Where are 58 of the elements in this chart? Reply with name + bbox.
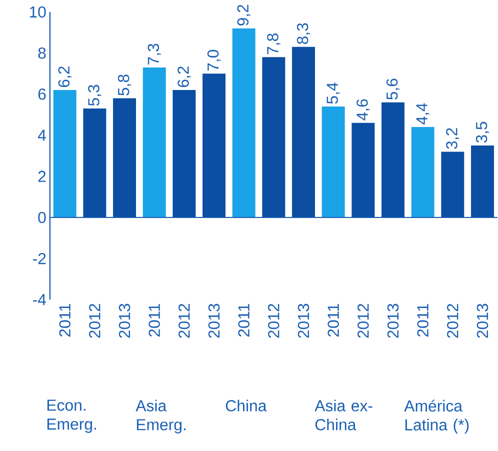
bar bbox=[352, 122, 375, 218]
y-tick-label: 6 bbox=[38, 88, 46, 100]
text: Asia ex-China bbox=[314, 400, 372, 430]
bar bbox=[172, 90, 196, 218]
data-label: 8,3 bbox=[296, 23, 310, 44]
data-label: 7,8 bbox=[267, 33, 280, 54]
bar bbox=[382, 102, 404, 218]
y-tick-label: -4 bbox=[32, 294, 46, 305]
x-tick-label: 2012 bbox=[178, 304, 190, 338]
data-label: 4,4 bbox=[416, 102, 430, 124]
x-tick-label: 2013 bbox=[476, 304, 488, 338]
bar bbox=[202, 73, 226, 218]
x-tick-label: 2012 bbox=[358, 304, 369, 338]
text: América Latina (*) bbox=[404, 400, 469, 434]
data-label: 4,6 bbox=[356, 99, 370, 120]
data-label: 7,0 bbox=[207, 50, 221, 70]
x-tick-label: 2012 bbox=[89, 304, 100, 338]
bar bbox=[142, 67, 166, 218]
bar bbox=[113, 98, 136, 218]
data-label: 5,3 bbox=[88, 84, 102, 106]
y-tick-label: 4 bbox=[38, 130, 46, 141]
x-tick-label: 2013 bbox=[387, 304, 399, 338]
x-tick-label: 2012 bbox=[268, 304, 280, 338]
text: Econ. Emerg. bbox=[47, 399, 96, 433]
y-tick-label: 0 bbox=[38, 212, 46, 223]
data-label: 9,2 bbox=[237, 4, 250, 26]
x-tick-label: 2011 bbox=[59, 304, 70, 336]
text: Asia Emerg. bbox=[136, 400, 186, 434]
bar bbox=[262, 56, 286, 218]
y-tick-label: 2 bbox=[38, 170, 46, 182]
data-label: 6,2 bbox=[58, 66, 72, 87]
data-label: 3,2 bbox=[446, 128, 460, 149]
data-label: 3,5 bbox=[476, 122, 490, 143]
data-label: 6,2 bbox=[178, 66, 191, 87]
x-tick-label: 2013 bbox=[118, 304, 130, 338]
bar bbox=[471, 145, 494, 218]
data-label: 5,8 bbox=[118, 74, 132, 96]
bar bbox=[232, 28, 256, 218]
text: China bbox=[226, 400, 267, 412]
x-tick-label: 2013 bbox=[208, 304, 220, 338]
bar bbox=[411, 126, 434, 218]
y-tick-label: 8 bbox=[38, 47, 46, 58]
bar bbox=[53, 90, 76, 218]
x-tick-label: 2013 bbox=[298, 304, 310, 338]
x-tick-label: 2011 bbox=[328, 304, 339, 336]
x-tick-label: 2011 bbox=[148, 304, 160, 336]
bar bbox=[322, 106, 345, 218]
data-label: 5,4 bbox=[326, 82, 340, 104]
x-tick-label: 2012 bbox=[447, 304, 458, 338]
x-tick-label: 2011 bbox=[238, 304, 250, 336]
y-tick-label: 10 bbox=[30, 6, 46, 18]
bar bbox=[292, 46, 315, 218]
x-tick-label: 2011 bbox=[417, 304, 428, 336]
bar bbox=[441, 151, 464, 218]
data-label: 5,6 bbox=[386, 78, 400, 100]
bar bbox=[83, 108, 106, 218]
data-label: 7,3 bbox=[148, 44, 161, 64]
y-tick-label: -2 bbox=[32, 252, 46, 264]
